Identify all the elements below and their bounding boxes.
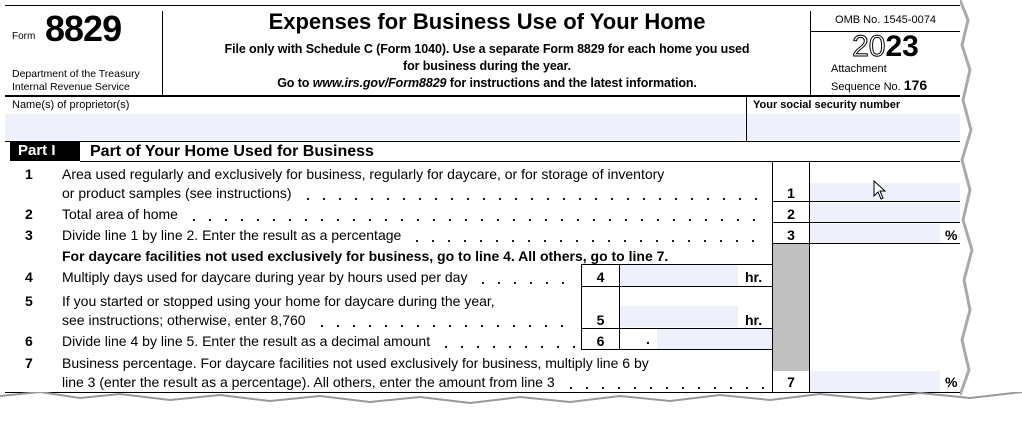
line-1-number: 1 xyxy=(25,166,33,182)
line-5-text: If you started or stopped using your hom… xyxy=(62,293,495,309)
line-3-number: 3 xyxy=(25,227,33,243)
percent-unit: % xyxy=(945,227,958,243)
hours-unit: hr. xyxy=(745,312,763,328)
line-6-input[interactable] xyxy=(657,329,772,349)
line-4-number: 4 xyxy=(25,269,33,285)
dot-leader xyxy=(313,312,577,328)
line-3-text: Divide line 1 by line 2. Enter the resul… xyxy=(62,227,402,243)
line-3-input[interactable] xyxy=(810,224,940,243)
line-1-box-number: 1 xyxy=(787,185,795,201)
line-6-text: Divide line 4 by line 5. Enter the resul… xyxy=(62,333,431,349)
dot-leader xyxy=(475,269,577,285)
names-label: Name(s) of proprietor(s) xyxy=(12,99,130,111)
dot-leader xyxy=(438,333,577,349)
form-number: 8829 xyxy=(45,8,122,49)
line-6-box-number: 6 xyxy=(596,333,605,349)
part-title: Part of Your Home Used for Business xyxy=(90,143,374,160)
mouse-cursor-icon xyxy=(873,180,887,200)
decimal-point: . xyxy=(646,331,650,347)
line-4-input[interactable] xyxy=(620,265,738,286)
torn-edge xyxy=(0,392,1022,432)
torn-right-edge xyxy=(960,0,974,396)
hours-unit: hr. xyxy=(745,269,763,285)
dot-leader xyxy=(299,185,767,201)
dot-leader xyxy=(409,227,767,243)
line-7-text-2: line 3 (enter the result as a percentage… xyxy=(62,374,555,390)
irs-link[interactable]: www.irs.gov/Form8829 xyxy=(312,76,447,90)
sequence-label: Sequence No. 176 xyxy=(831,77,928,93)
department: Department of the Treasury xyxy=(12,68,140,80)
daycare-instruction: For daycare facilities not used exclusiv… xyxy=(62,248,669,264)
line-7-box-number: 7 xyxy=(787,374,795,390)
line-1-text-2: or product samples (see instructions) xyxy=(62,185,292,201)
shaded-cell xyxy=(773,243,809,371)
line-1-text: Area used regularly and exclusively for … xyxy=(62,166,665,182)
line-4-text: Multiply days used for daycare during ye… xyxy=(62,269,468,285)
dot-leader xyxy=(562,374,767,390)
line-7-number: 7 xyxy=(25,355,33,371)
agency: Internal Revenue Service xyxy=(12,81,130,93)
line-1-input[interactable] xyxy=(810,183,960,201)
form-label: Form xyxy=(12,31,36,42)
line-2-text: Total area of home xyxy=(62,206,178,222)
names-input[interactable] xyxy=(5,114,745,140)
tax-year: 2023 xyxy=(852,30,919,63)
attachment-label: Attachment xyxy=(831,63,887,75)
line-7-input[interactable] xyxy=(810,371,940,392)
percent-unit: % xyxy=(945,374,958,390)
line-2-box-number: 2 xyxy=(787,206,795,222)
ssn-label: Your social security number xyxy=(753,99,901,111)
form-title: Expenses for Business Use of Your Home xyxy=(268,9,706,34)
line-3-box-number: 3 xyxy=(787,227,795,243)
form-subtitle: File only with Schedule C (Form 1040). U… xyxy=(224,42,750,90)
dot-leader xyxy=(185,206,767,222)
line-2-input[interactable] xyxy=(810,203,960,222)
ssn-input[interactable] xyxy=(747,114,960,140)
line-5-text-2: see instructions; otherwise, enter 8,760 xyxy=(62,312,306,328)
form-8829: Form 8829 Department of the Treasury Int… xyxy=(5,5,960,393)
line-4-box-number: 4 xyxy=(596,269,605,285)
line-5-input[interactable] xyxy=(620,306,738,327)
line-5-number: 5 xyxy=(25,293,33,309)
line-5-box-number: 5 xyxy=(596,312,605,328)
line-6-number: 6 xyxy=(25,333,33,349)
omb-number: OMB No. 1545-0074 xyxy=(835,14,936,26)
part-badge: Part I xyxy=(10,141,80,161)
line-2-number: 2 xyxy=(25,206,33,222)
line-7-text: Business percentage. For daycare facilit… xyxy=(62,355,649,371)
